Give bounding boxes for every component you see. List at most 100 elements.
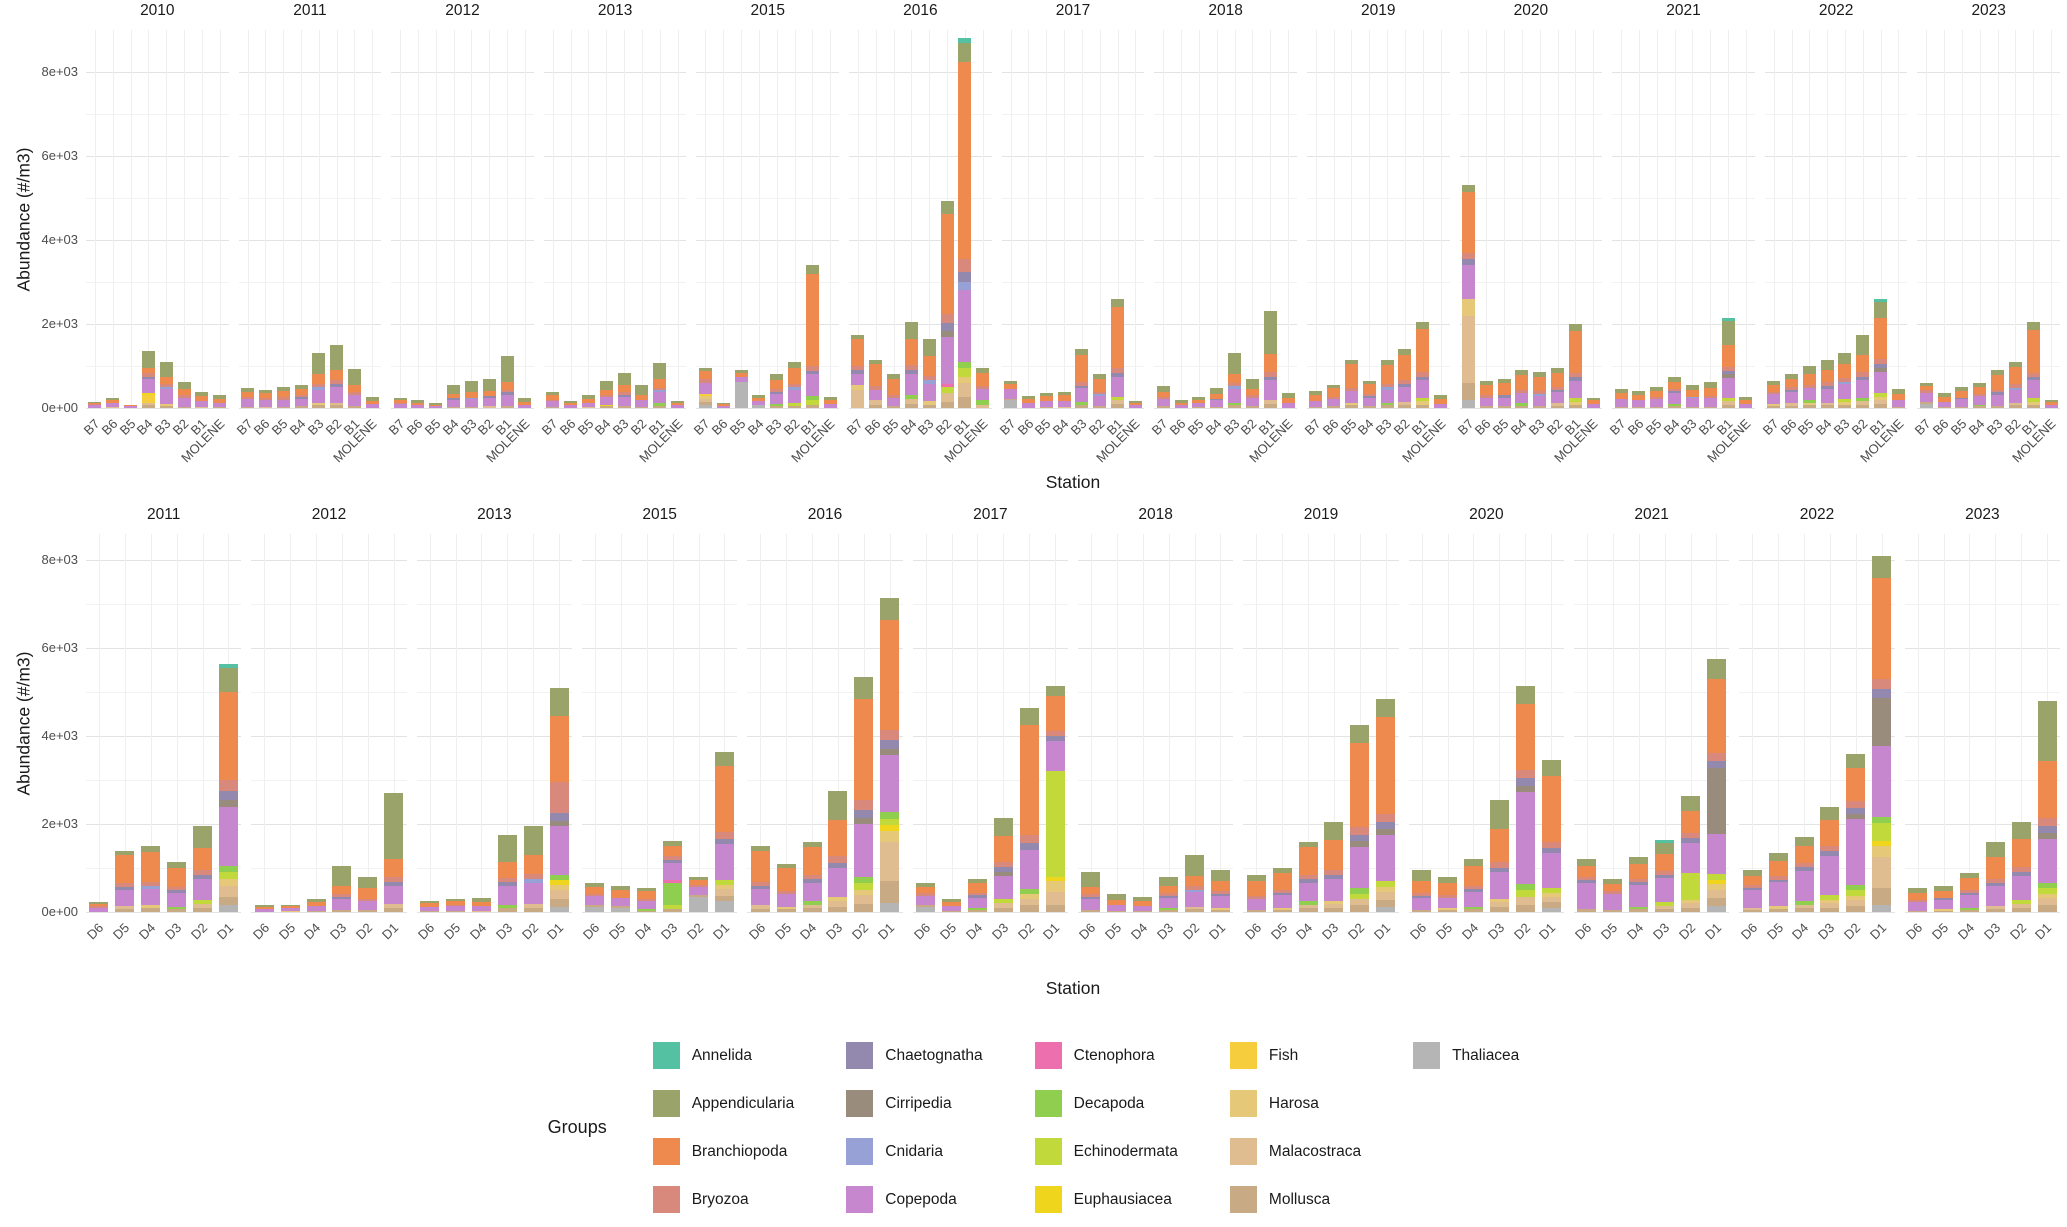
x-tick-text: D5 xyxy=(1102,920,1125,943)
x-tick-text: D4 xyxy=(1458,920,1481,943)
gridline-vertical xyxy=(594,534,596,912)
legend-item: Cirripedia xyxy=(846,1090,982,1117)
bar-segment-copepoda xyxy=(1668,393,1682,405)
bar-segment-appendicularia xyxy=(384,793,404,860)
bar-segment-decapoda xyxy=(1629,906,1649,910)
bar-segment-mollusca xyxy=(1919,402,1933,404)
legend-label: Thaliacea xyxy=(1452,1046,1520,1064)
bar-segment-appendicularia xyxy=(1019,707,1039,726)
gridline-horizontal xyxy=(696,282,840,283)
bar-segment-mollusca xyxy=(635,406,649,408)
gridline-horizontal xyxy=(1001,114,1145,115)
bar-segment-appendicularia xyxy=(1344,359,1358,364)
bar-segment-copepoda xyxy=(714,844,734,880)
gridline-horizontal xyxy=(238,240,382,241)
bar-segment-branchiopoda xyxy=(523,854,543,875)
bar-segment-branchiopoda xyxy=(1156,392,1170,398)
stacked-bar xyxy=(1937,393,1951,408)
bar-segment-appendicularia xyxy=(1874,302,1888,319)
legend-title: Groups xyxy=(547,1117,607,1137)
gridline-horizontal xyxy=(1001,324,1145,325)
bar-segment-bryozoa xyxy=(1380,384,1394,388)
bar-segment-malacostraca xyxy=(880,841,900,882)
bar-segment-bryozoa xyxy=(1533,390,1547,394)
bar-segment-copepoda xyxy=(124,406,138,408)
bar-segment-appendicularia xyxy=(716,402,730,405)
bar-segment-euphausiacea xyxy=(880,825,900,831)
bar-segment-chaetognatha xyxy=(1655,875,1675,879)
bar-segment-appendicularia xyxy=(2044,399,2058,403)
bar-segment-appendicularia xyxy=(1246,874,1266,882)
bar-segment-branchiopoda xyxy=(663,845,683,857)
gridline-horizontal xyxy=(543,114,687,115)
bar-segment-appendicularia xyxy=(1192,397,1206,401)
facet-title-year: 2016 xyxy=(903,2,938,19)
stacked-bar xyxy=(1159,876,1179,912)
x-tick-text: D4 xyxy=(1954,920,1977,943)
bar-segment-branchiopoda xyxy=(1685,389,1699,397)
bar-segment-echinodermata xyxy=(1416,397,1430,402)
bar-segment-mollusca xyxy=(276,406,290,408)
gridline-vertical xyxy=(1944,30,1946,408)
bar-segment-copepoda xyxy=(1111,376,1125,397)
bar-segment-appendicularia xyxy=(213,395,227,399)
x-axis-title-bottom: Station xyxy=(1045,978,1101,998)
bar-segment-copepoda xyxy=(1856,379,1870,398)
bar-segment-cnidaria xyxy=(1093,394,1107,397)
bar-segment-branchiopoda xyxy=(1891,393,1905,401)
bar-segment-appendicularia xyxy=(1245,378,1259,389)
bar-segment-thaliacea xyxy=(1376,906,1396,912)
bar-segment-chaetognatha xyxy=(2011,872,2031,876)
bar-segment-copepoda xyxy=(482,397,496,407)
bar-segment-mollusca xyxy=(1272,909,1292,912)
bar-segment-ctenophora xyxy=(663,879,683,883)
bar-segment-cirripedia xyxy=(1872,698,1892,747)
bar-segment-copepoda xyxy=(1991,394,2005,406)
bar-segment-mollusca xyxy=(1955,406,1969,408)
legend-item: Branchiopoda xyxy=(652,1138,795,1165)
bar-segment-branchiopoda xyxy=(1515,374,1529,390)
stacked-bar xyxy=(776,863,796,912)
bar-segment-cnidaria xyxy=(159,387,173,390)
x-tick-text: D5 xyxy=(1267,920,1290,943)
bar-segment-appendicularia xyxy=(1655,842,1675,855)
bar-segment-appendicularia xyxy=(549,687,569,717)
legend-swatch-icon xyxy=(1229,1186,1257,1213)
bar-segment-echinodermata xyxy=(854,883,874,891)
bar-segment-decapoda xyxy=(1228,402,1242,406)
x-tick-text: D6 xyxy=(1737,920,1760,943)
bar-segment-decapoda xyxy=(770,403,784,407)
bar-segment-branchiopoda xyxy=(1281,398,1295,404)
facet-title-year: 2023 xyxy=(1971,2,2006,19)
bar-segment-appendicularia xyxy=(752,395,766,398)
stacked-bar xyxy=(1093,374,1107,408)
bar-segment-bryozoa xyxy=(446,904,465,907)
bar-segment-appendicularia xyxy=(1603,879,1623,885)
bar-segment-appendicularia xyxy=(1820,359,1834,371)
gridline-vertical xyxy=(1690,534,1692,912)
stacked-bar xyxy=(218,663,238,912)
bar-segment-branchiopoda xyxy=(330,370,344,381)
bar-segment-chaetognatha xyxy=(332,897,352,900)
bar-segment-chaetognatha xyxy=(2026,376,2040,381)
bar-segment-appendicularia xyxy=(1629,857,1649,864)
stacked-bar xyxy=(141,351,155,408)
bar-segment-copepoda xyxy=(1955,399,1969,407)
gridline-vertical xyxy=(533,534,535,912)
bar-segment-branchiopoda xyxy=(1128,402,1142,406)
bar-segment-thaliacea xyxy=(218,905,238,912)
bar-segment-malacostraca xyxy=(1057,406,1071,408)
bar-segment-cirripedia xyxy=(2037,832,2057,839)
gridline-horizontal xyxy=(1739,824,1895,826)
stacked-bar xyxy=(698,368,712,408)
bar-segment-branchiopoda xyxy=(1133,901,1153,906)
gridline-horizontal xyxy=(391,366,534,367)
bar-segment-cirripedia xyxy=(940,331,954,338)
bar-segment-copepoda xyxy=(854,824,874,877)
stacked-bar xyxy=(1515,370,1529,408)
bar-segment-copepoda xyxy=(1632,399,1646,407)
bar-segment-mollusca xyxy=(1820,907,1840,912)
bar-segment-branchiopoda xyxy=(1045,695,1065,731)
bar-segment-copepoda xyxy=(958,290,972,362)
gridline-vertical xyxy=(1557,30,1559,408)
